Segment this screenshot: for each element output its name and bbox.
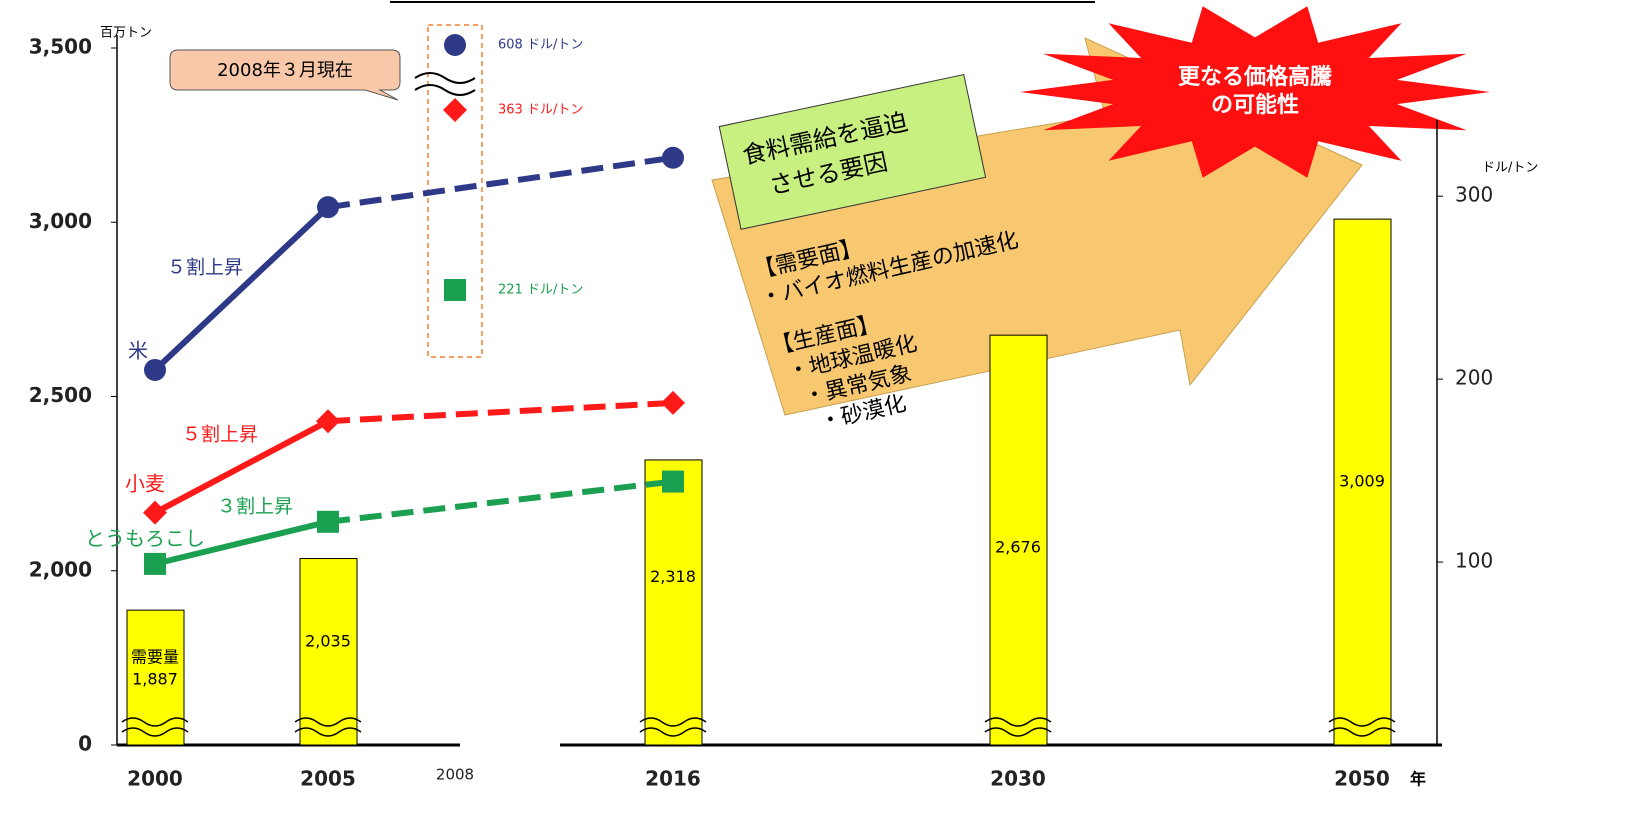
burst-text: 更なる価格高騰: [1178, 64, 1332, 90]
price-line: [327, 154, 674, 211]
bar-break: [294, 717, 362, 737]
price-line: [154, 518, 329, 567]
y-tick-label: 2,500: [29, 383, 92, 407]
bar-break: [1328, 717, 1396, 737]
y2-tick-label: 300: [1455, 183, 1493, 207]
burst: [1020, 6, 1490, 178]
y-tick-label: 3,500: [29, 35, 92, 59]
bar: [299, 558, 358, 746]
bar-value-label: 2,035: [305, 631, 351, 650]
series-name: 小麦: [125, 472, 165, 496]
march-2008-label: 608 ドル/トン: [498, 38, 583, 53]
price-line: [327, 478, 674, 525]
march-2008-label: 221 ドル/トン: [498, 283, 583, 298]
bar-value-label: 2,318: [650, 567, 696, 586]
marker: [444, 279, 466, 301]
break-mark: [414, 72, 476, 96]
bar-break: [639, 717, 707, 737]
marker: [661, 390, 685, 415]
burst-text: の可能性: [1211, 92, 1299, 118]
x-tick-label: 2016: [645, 767, 701, 791]
price-line: [152, 204, 331, 373]
x-tick-label: 2008: [436, 766, 474, 784]
x-tick-label: 2050: [1334, 767, 1390, 791]
x-tick-label: 2030: [990, 767, 1046, 791]
y2-tick-label: 100: [1455, 549, 1493, 573]
price-line: [153, 418, 330, 516]
series-name: とうもろこし: [85, 527, 205, 551]
marker: [144, 358, 166, 381]
bar: [126, 609, 185, 746]
as-of-label: 2008年３月現在: [217, 60, 353, 81]
scroll: 食料需給を逼迫 させる要因: [718, 73, 987, 230]
marker: [662, 470, 684, 493]
y2-tick-label: 200: [1455, 366, 1493, 390]
y2-unit: ドル/トン: [1482, 161, 1538, 176]
rise-label: ３割上昇: [217, 496, 293, 518]
bar-value-label: 1,887: [132, 670, 178, 689]
bar-value-label: 2,676: [995, 538, 1041, 557]
bar-series-name: 需要量: [131, 648, 179, 667]
y-tick-label: 0: [78, 732, 92, 756]
bar-break: [121, 717, 189, 737]
x-tick-label: 2000: [127, 767, 183, 791]
x-tick-label: 2005: [300, 767, 356, 791]
marker: [662, 146, 684, 169]
marker: [317, 510, 339, 533]
bar: [644, 459, 703, 746]
bar-value-label: 3,009: [1339, 472, 1385, 491]
series-name: 米: [128, 339, 148, 363]
y-unit: 百万トン: [100, 26, 152, 41]
x-unit: 年: [1410, 770, 1426, 789]
marker: [443, 98, 467, 122]
marker: [143, 500, 167, 525]
marker: [444, 34, 466, 56]
y-tick-label: 2,000: [29, 557, 92, 581]
march-2008-label: 363 ドル/トン: [498, 103, 583, 118]
bar: [989, 334, 1048, 746]
bar: [1333, 218, 1392, 746]
rise-label: ５割上昇: [182, 424, 258, 446]
marker: [144, 552, 166, 575]
marker: [316, 409, 340, 434]
scroll-body: [718, 73, 987, 230]
callout: [169, 49, 401, 101]
y-tick-label: 3,000: [29, 209, 92, 233]
marker: [317, 196, 339, 219]
rise-label: ５割上昇: [167, 257, 243, 279]
price-line: [327, 399, 674, 425]
bar-break: [984, 717, 1052, 737]
